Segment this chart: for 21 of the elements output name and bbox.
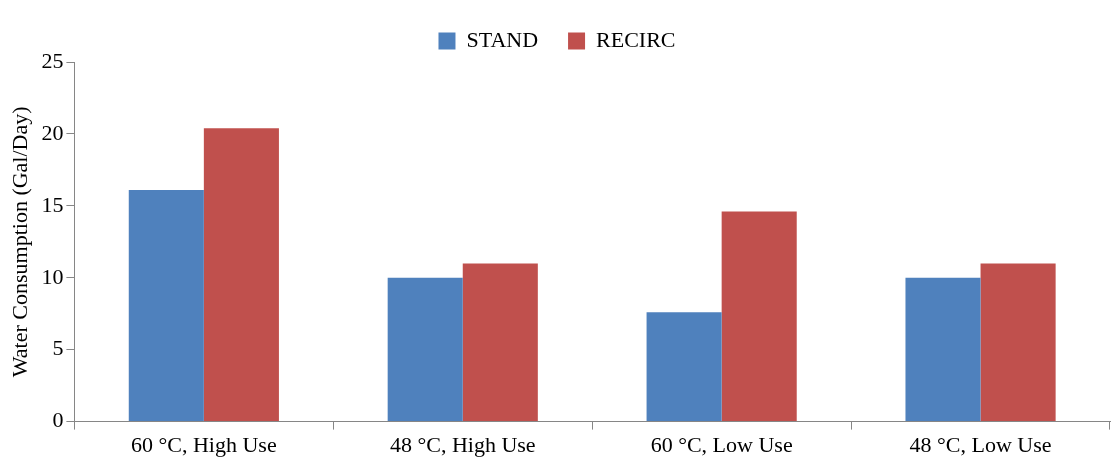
y-tick-label: 0 <box>52 407 64 433</box>
bar <box>905 277 981 422</box>
y-tick-label: 25 <box>41 47 64 73</box>
y-axis-title: Water Consumption (Gal/Day) <box>6 106 32 378</box>
y-tick-label: 5 <box>52 335 64 361</box>
y-tick-label: 15 <box>41 191 64 217</box>
x-tick-label: 48 °C, High Use <box>389 431 536 457</box>
bar <box>721 211 797 422</box>
y-tick-label: 20 <box>41 119 64 145</box>
bar <box>462 263 538 422</box>
bar <box>203 128 279 422</box>
x-tick-label: 60 °C, High Use <box>131 431 277 457</box>
x-tick-label: 60 °C, Low Use <box>650 431 793 457</box>
y-tick-label: 10 <box>41 263 64 289</box>
legend-label: STAND <box>466 26 539 52</box>
legend-label: RECIRC <box>596 26 676 52</box>
x-tick-label: 48 °C, Low Use <box>909 431 1052 457</box>
bar <box>646 312 722 422</box>
bar <box>128 190 204 422</box>
bar <box>980 263 1056 422</box>
bar <box>387 277 463 422</box>
